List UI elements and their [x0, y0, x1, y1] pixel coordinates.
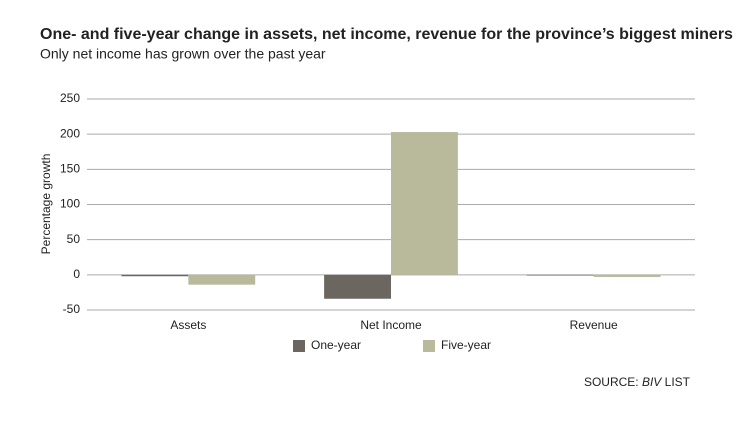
- y-tick-label: 250: [60, 91, 80, 105]
- y-tick-label: 50: [67, 232, 81, 246]
- x-tick-label: Revenue: [570, 318, 618, 332]
- y-tick-label: 200: [60, 126, 80, 140]
- source: SOURCE: BIV LIST: [584, 375, 691, 389]
- legend-swatch: [423, 340, 435, 352]
- bar: [188, 274, 256, 285]
- y-tick-label: -50: [63, 302, 81, 316]
- source-name: BIV: [642, 375, 662, 389]
- legend-swatch: [293, 340, 305, 352]
- x-tick-label: Assets: [170, 318, 206, 332]
- bar: [593, 274, 661, 277]
- y-tick-label: 0: [73, 267, 80, 281]
- source-label: SOURCE:: [584, 375, 639, 389]
- y-tick-label: 150: [60, 162, 80, 176]
- chart-title: One- and five-year change in assets, net…: [40, 26, 733, 43]
- x-tick-label: Net Income: [360, 318, 422, 332]
- bar: [391, 132, 458, 275]
- chart-subtitle: Only net income has grown over the past …: [40, 46, 326, 62]
- y-tick-label: 100: [60, 197, 80, 211]
- legend-label: Five-year: [441, 338, 491, 352]
- bar: [324, 274, 391, 299]
- source-suffix: LIST: [665, 375, 691, 389]
- bar: [121, 274, 189, 277]
- bar: [526, 274, 594, 276]
- y-axis-label: Percentage growth: [39, 154, 53, 255]
- legend-label: One-year: [311, 338, 361, 352]
